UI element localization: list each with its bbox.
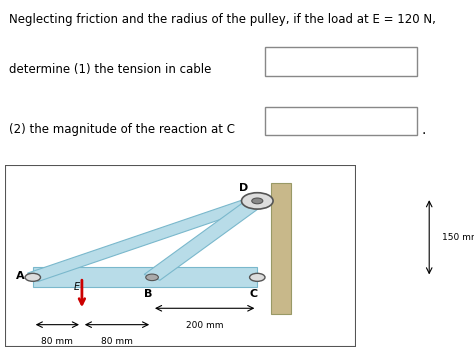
Text: 200 mm: 200 mm bbox=[186, 321, 223, 330]
Text: .: . bbox=[422, 123, 426, 137]
FancyBboxPatch shape bbox=[33, 267, 257, 287]
Text: Neglecting friction and the radius of the pulley, if the load at E = 120 N,: Neglecting friction and the radius of th… bbox=[9, 13, 437, 26]
Text: C: C bbox=[250, 289, 258, 299]
Text: (2) the magnitude of the reaction at C: (2) the magnitude of the reaction at C bbox=[9, 123, 236, 136]
Circle shape bbox=[25, 273, 40, 281]
Text: 150 mm: 150 mm bbox=[442, 233, 474, 242]
Text: E: E bbox=[73, 282, 80, 292]
Text: D: D bbox=[238, 183, 248, 193]
Circle shape bbox=[250, 273, 265, 281]
FancyBboxPatch shape bbox=[271, 183, 291, 314]
Text: B: B bbox=[145, 289, 153, 299]
Circle shape bbox=[252, 198, 263, 204]
Polygon shape bbox=[144, 198, 265, 280]
Circle shape bbox=[146, 274, 158, 281]
Polygon shape bbox=[27, 197, 263, 281]
FancyBboxPatch shape bbox=[5, 164, 356, 346]
Circle shape bbox=[241, 193, 273, 209]
Text: 80 mm: 80 mm bbox=[41, 337, 73, 346]
Text: determine (1) the tension in cable: determine (1) the tension in cable bbox=[9, 63, 212, 76]
Text: 80 mm: 80 mm bbox=[101, 337, 133, 346]
FancyBboxPatch shape bbox=[265, 107, 417, 135]
Text: A: A bbox=[16, 272, 25, 281]
FancyBboxPatch shape bbox=[265, 47, 417, 76]
